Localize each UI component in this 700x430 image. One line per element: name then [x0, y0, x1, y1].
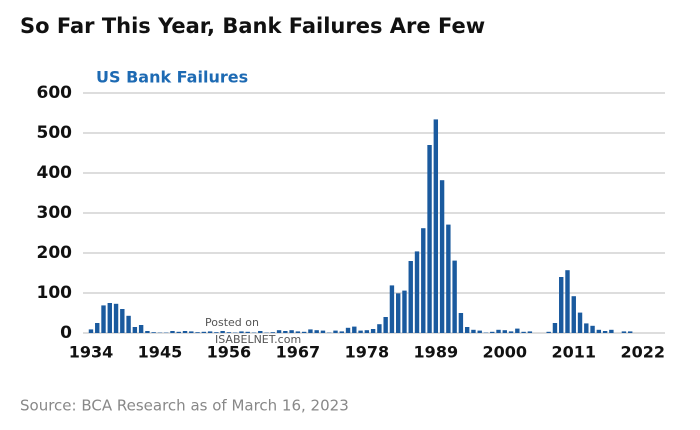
chart-title: So Far This Year, Bank Failures Are Few [20, 14, 485, 38]
x-tick-label: 1956 [207, 343, 252, 362]
bar [590, 325, 595, 333]
x-tick-label: 2011 [551, 343, 596, 362]
bar [471, 329, 476, 333]
x-tick-label: 1934 [69, 343, 114, 362]
bar [113, 303, 119, 333]
bar [458, 313, 464, 333]
bar [345, 327, 351, 333]
bar [577, 312, 583, 333]
bar [527, 331, 533, 333]
bar [308, 329, 313, 333]
bar [107, 303, 112, 333]
bar [189, 331, 194, 333]
bar [521, 331, 526, 333]
bar [621, 331, 627, 333]
bar [151, 332, 156, 333]
bar [464, 327, 470, 333]
bar [283, 331, 288, 333]
x-tick-label: 1978 [345, 343, 390, 362]
bar [396, 293, 401, 333]
y-tick-label: 300 [37, 203, 73, 223]
bar [101, 305, 106, 333]
bar [352, 326, 357, 333]
bar [408, 261, 413, 333]
bar [389, 285, 395, 333]
bar [364, 330, 370, 333]
bar [452, 260, 457, 333]
bar [226, 332, 232, 333]
bar [490, 331, 495, 333]
bar [370, 329, 376, 333]
bar [439, 180, 445, 333]
bar [421, 228, 426, 333]
y-tick-label: 600 [37, 83, 73, 103]
bar [220, 331, 225, 333]
bar [508, 331, 514, 333]
source: Source: BCA Research as of March 16, 202… [20, 397, 349, 415]
x-tick-label: 1989 [414, 343, 459, 362]
bar [446, 224, 451, 333]
bar [515, 328, 520, 333]
x-tick-label: 2000 [483, 343, 528, 362]
bar [383, 317, 388, 333]
x-tick-label: 2022 [620, 343, 665, 362]
bar [377, 324, 382, 333]
bar [627, 331, 633, 333]
bar [170, 331, 175, 333]
chart-subtitle: US Bank Failures [96, 68, 248, 87]
bar [496, 329, 501, 333]
bar [339, 331, 344, 333]
bar [301, 331, 307, 333]
bar [145, 331, 150, 333]
bar [402, 290, 407, 333]
bar [571, 296, 576, 333]
bar [245, 331, 250, 333]
bar [502, 330, 507, 333]
bar [201, 331, 207, 333]
bar [433, 119, 439, 334]
bar [138, 325, 144, 333]
bar [126, 315, 131, 333]
bar [88, 329, 94, 333]
bar [609, 329, 614, 333]
bar [565, 270, 570, 333]
bar [176, 331, 181, 333]
bar [427, 145, 432, 333]
bar [214, 332, 219, 333]
bar [477, 330, 482, 333]
bar [289, 330, 294, 333]
watermark: Posted on [205, 316, 259, 329]
bar [602, 331, 608, 333]
bar [207, 331, 213, 333]
y-tick-label: 200 [37, 243, 73, 263]
bar [414, 251, 420, 333]
bar [258, 331, 263, 333]
bar [559, 277, 564, 333]
bar [314, 330, 319, 333]
bar [358, 330, 363, 333]
bar [333, 330, 338, 333]
watermark: ISABELNET.com [215, 333, 301, 346]
bar [120, 309, 125, 333]
bar [596, 329, 602, 333]
y-tick-label: 500 [37, 123, 73, 143]
bar [95, 323, 100, 333]
y-tick-label: 100 [37, 283, 73, 303]
x-tick-label: 1967 [276, 343, 321, 362]
bar [320, 330, 326, 333]
bar [270, 332, 275, 333]
bar [195, 332, 200, 333]
bar [584, 323, 589, 333]
bar [239, 331, 244, 333]
bar [276, 330, 282, 333]
x-tick-label: 1945 [138, 343, 183, 362]
bar [295, 331, 301, 333]
bar [132, 327, 138, 333]
y-tick-label: 400 [37, 163, 73, 183]
bar [182, 331, 188, 333]
y-tick-label: 0 [60, 323, 72, 343]
bar [552, 323, 558, 333]
bar [546, 331, 551, 333]
